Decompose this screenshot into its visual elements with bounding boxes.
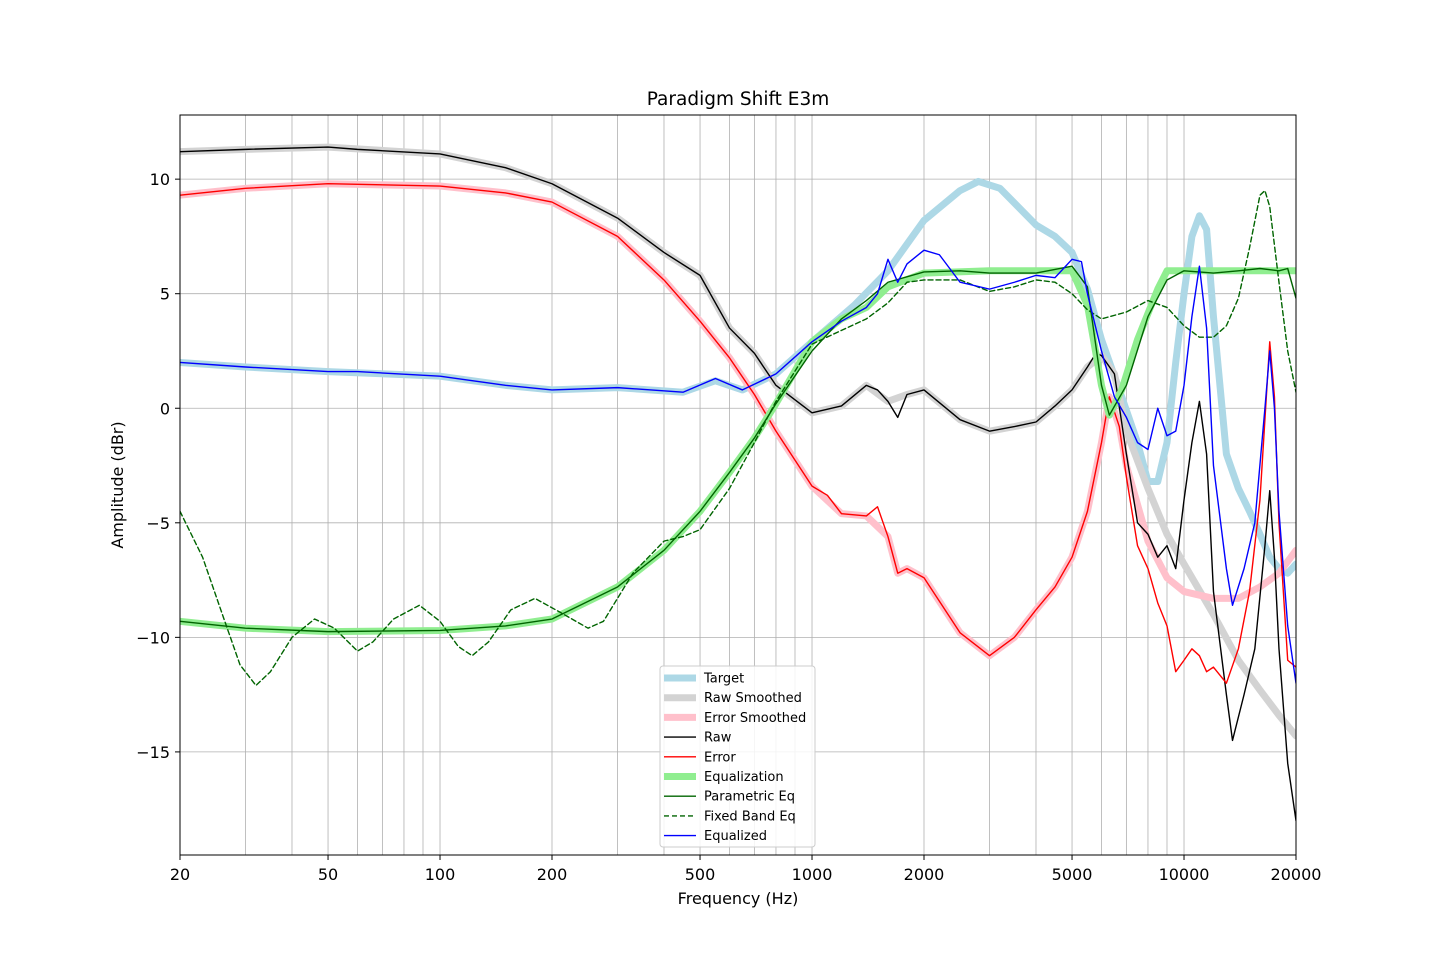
x-axis: 20 50 100 200 500 1000 2000 5000 10000 20000 xyxy=(170,855,1322,884)
series-layer xyxy=(180,143,1296,822)
legend-label-raw-smoothed: Raw Smoothed xyxy=(704,691,802,706)
y-tick-label: 10 xyxy=(150,170,170,189)
x-tick-label: 5000 xyxy=(1052,865,1093,884)
y-axis-title: Amplitude (dBr) xyxy=(108,421,127,548)
x-tick-label: 200 xyxy=(537,865,568,884)
y-tick-label: −10 xyxy=(136,628,170,647)
x-tick-label: 50 xyxy=(318,865,338,884)
x-tick-label: 100 xyxy=(425,865,456,884)
legend-box xyxy=(659,665,816,848)
x-tick-label: 20000 xyxy=(1271,865,1322,884)
legend-label-fixed-band-eq: Fixed Band Eq xyxy=(704,809,796,824)
legend-label-raw: Raw xyxy=(704,731,732,746)
y-tick-label: 0 xyxy=(160,399,170,418)
chart-title: Paradigm Shift E3m xyxy=(647,89,830,110)
legend-label-target: Target xyxy=(703,672,744,687)
series-line-equalized xyxy=(180,249,1296,684)
series-line-raw xyxy=(180,146,1296,822)
legend-label-parametric-eq: Parametric Eq xyxy=(704,790,795,805)
y-tick-label: −15 xyxy=(136,743,170,762)
legend-label-error-smoothed: Error Smoothed xyxy=(704,711,806,726)
legend-label-equalization: Equalization xyxy=(704,770,784,785)
x-axis-title: Frequency (Hz) xyxy=(678,889,799,908)
series-line-error xyxy=(180,183,1296,684)
x-tick-label: 10000 xyxy=(1159,865,1210,884)
y-axis: 10 5 0 −5 −10 −15 xyxy=(136,170,180,762)
legend-label-equalized: Equalized xyxy=(704,829,767,844)
y-tick-label: −5 xyxy=(146,514,170,533)
y-tick-label: 5 xyxy=(160,285,170,304)
x-tick-label: 20 xyxy=(170,865,190,884)
plot-frame xyxy=(179,114,1297,856)
legend: Target Raw Smoothed Error Smoothed Raw Error… xyxy=(659,665,816,848)
legend-label-error: Error xyxy=(704,750,736,765)
legend-items: Target Raw Smoothed Error Smoothed Raw Error… xyxy=(664,672,806,844)
x-tick-label: 500 xyxy=(685,865,716,884)
x-tick-label: 2000 xyxy=(904,865,945,884)
x-tick-label: 1000 xyxy=(792,865,833,884)
